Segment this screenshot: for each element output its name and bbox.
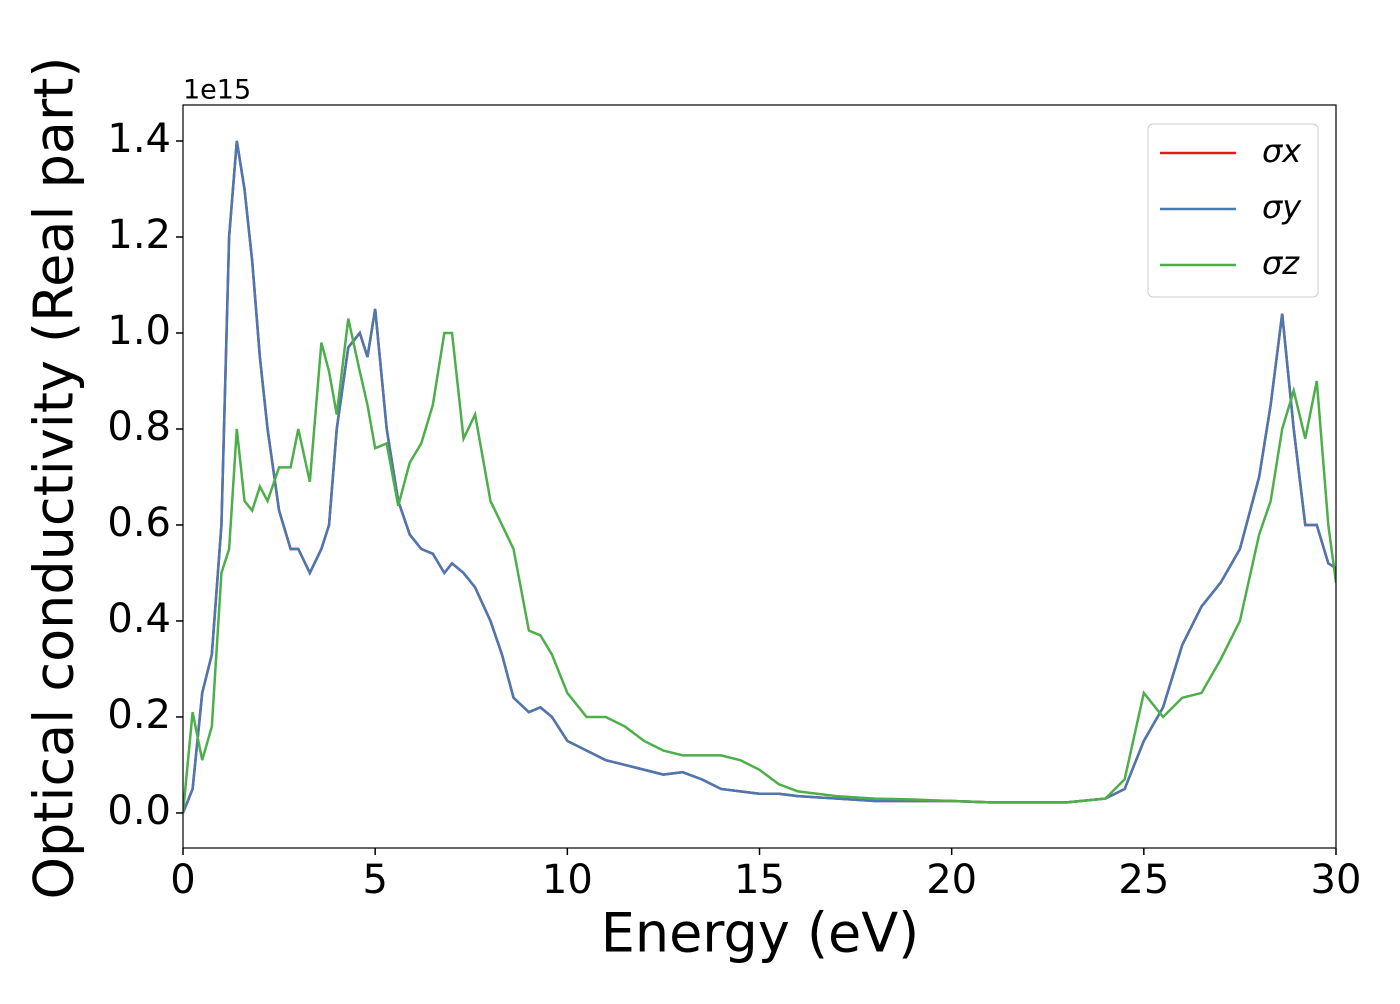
x-tick-label: 15 [734,857,785,903]
legend-box [1147,123,1319,298]
x-tick-label: 25 [1118,857,1169,903]
x-tick-label: 0 [170,857,195,903]
series-line [183,318,1336,814]
y-tick-label: 1.0 [107,308,171,354]
x-tick-label: 30 [1311,857,1362,903]
legend-label: σy [1262,188,1302,226]
y-tick-label: 1.4 [107,116,171,162]
y-tick-label: 1.2 [107,212,171,258]
plot-frame [182,104,1337,849]
series-line [183,140,1336,814]
legend-label: σz [1262,244,1300,282]
legend-label: σx [1262,132,1302,170]
offset-label: 1e15 [183,75,251,106]
y-tick-label: 0.4 [107,596,171,642]
x-tick-label: 10 [542,857,593,903]
y-tick-label: 0.2 [107,692,171,738]
x-tick-label: 20 [926,857,977,903]
x-axis-title: Energy (eV) [601,902,920,965]
y-axis-title: Optical conductivity (Real part) [23,57,86,900]
x-tick-label: 5 [362,857,387,903]
y-tick-label: 0.0 [107,788,171,834]
y-tick-label: 0.8 [107,404,171,450]
y-tick-label: 0.6 [107,500,171,546]
